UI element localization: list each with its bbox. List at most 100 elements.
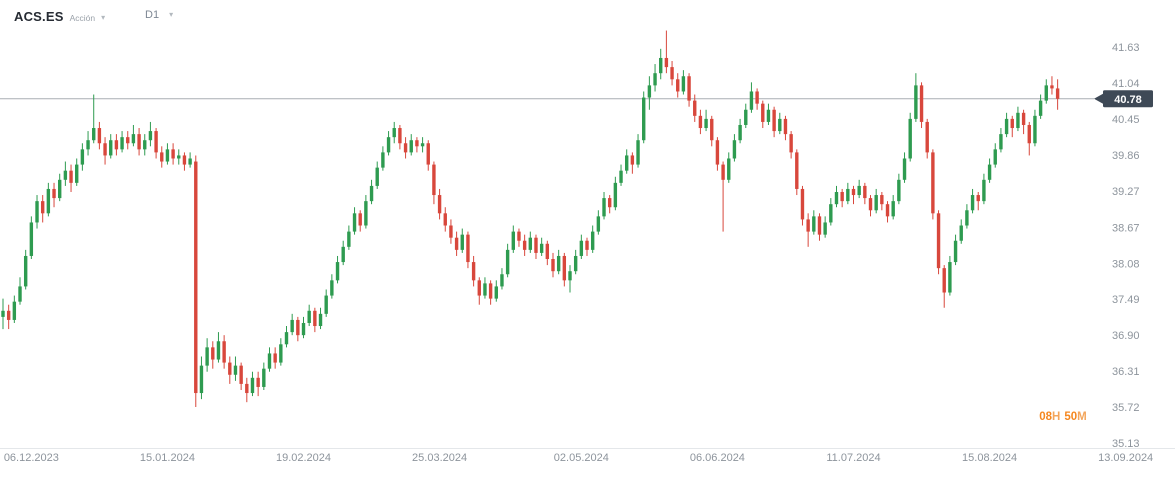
- candle-body: [936, 213, 941, 269]
- candle-body: [659, 57, 663, 74]
- candle-body: [539, 243, 544, 253]
- candle-body: [647, 85, 652, 98]
- candle-body: [409, 140, 413, 153]
- candle-body: [1, 310, 5, 317]
- time-axis-label: 06.06.2024: [690, 452, 745, 464]
- candle-body: [545, 243, 550, 260]
- price-axis-label: 36.31: [1112, 366, 1140, 378]
- candle-body: [103, 143, 107, 156]
- candle-body: [143, 140, 147, 150]
- symbol-name: ACS.ES: [14, 9, 64, 24]
- candle-body: [710, 118, 714, 141]
- price-axis-label: 35.13: [1112, 438, 1140, 450]
- candle-body: [959, 225, 963, 241]
- price-axis-label: 37.49: [1112, 294, 1140, 306]
- time-axis-label: 11.07.2024: [826, 452, 880, 464]
- candle-body: [58, 179, 62, 199]
- candle-body: [109, 140, 113, 156]
- candle-body: [228, 362, 232, 375]
- candle-body: [1010, 118, 1014, 129]
- candle-body: [216, 341, 221, 360]
- candle-body: [194, 161, 198, 394]
- candle-body: [415, 140, 419, 147]
- price-axis-label: 38.08: [1112, 258, 1140, 270]
- candle-body: [335, 262, 340, 281]
- price-axis-label: 40.45: [1112, 114, 1140, 126]
- candle-body: [630, 155, 635, 165]
- candle-body: [908, 118, 912, 159]
- candle-body: [352, 213, 357, 232]
- price-axis[interactable]: 41.63 41.04 40.45 39.86 39.27 38.67 38.08 37.49…: [1112, 42, 1140, 450]
- candle-body: [222, 341, 226, 363]
- candle-body: [256, 377, 260, 387]
- countdown-minutes: 50: [1064, 411, 1078, 423]
- candle-body: [494, 286, 498, 299]
- candle-body: [233, 365, 238, 375]
- candle-body: [273, 353, 277, 363]
- candle-body: [562, 255, 567, 281]
- symbol-selector[interactable]: ACS.ES Acción ▾: [14, 9, 105, 24]
- candle-body: [642, 97, 646, 141]
- time-axis-label: 06.12.2023: [4, 452, 59, 464]
- candle-body: [556, 255, 561, 272]
- price-axis-label: 41.04: [1112, 78, 1140, 90]
- candle-body: [426, 143, 430, 165]
- time-axis[interactable]: 06.12.2023 15.01.2024 19.02.2024 25.03.2024…: [4, 452, 1153, 464]
- candle-body: [789, 134, 793, 153]
- candle-body: [245, 383, 249, 394]
- candle-body: [1016, 112, 1020, 129]
- candle-body: [1044, 85, 1048, 101]
- price-tag-value: 40.78: [1114, 94, 1142, 106]
- candle-body: [568, 271, 572, 281]
- candle-body: [23, 255, 28, 287]
- candle-body: [528, 237, 533, 250]
- candle-body: [188, 158, 192, 165]
- time-axis-label: 15.01.2024: [140, 452, 195, 464]
- candle-body: [999, 134, 1003, 150]
- candle-body: [86, 140, 90, 150]
- candle-body: [721, 164, 725, 180]
- candle-body: [919, 85, 924, 122]
- candle-body: [52, 188, 56, 199]
- candle-body: [477, 280, 481, 296]
- candle-body: [114, 140, 119, 150]
- price-axis-label: 41.63: [1112, 42, 1140, 54]
- candle-body: [500, 274, 504, 287]
- candle-body: [279, 344, 283, 363]
- candle-body: [607, 198, 612, 208]
- candle-body: [437, 195, 442, 214]
- candle-body: [301, 322, 306, 336]
- candle-body: [976, 195, 980, 202]
- candle-body: [517, 231, 521, 241]
- candle-body: [199, 365, 204, 394]
- candle-body: [931, 152, 935, 214]
- candle-body: [97, 128, 102, 144]
- candle-body: [165, 149, 170, 162]
- candle-body: [18, 286, 22, 302]
- candle-body: [454, 237, 459, 250]
- timeframe-selector[interactable]: D1 ▾: [145, 9, 173, 21]
- candle-body: [205, 347, 209, 366]
- countdown-minutes-unit: M: [1077, 411, 1087, 423]
- candle-body: [177, 155, 181, 159]
- current-price-tag: 40.78: [1094, 90, 1153, 108]
- price-axis-label: 39.86: [1112, 150, 1140, 162]
- candle-body: [625, 155, 629, 171]
- candle-body: [284, 332, 289, 345]
- candle-body: [693, 100, 697, 116]
- candle-body: [381, 152, 385, 168]
- candle-body: [1038, 100, 1043, 116]
- candle-body: [817, 216, 822, 235]
- candle-body: [358, 213, 362, 226]
- candle-body: [307, 310, 311, 323]
- candle-body: [755, 91, 759, 104]
- candle-body: [341, 246, 345, 263]
- candle-body: [29, 222, 34, 256]
- candle-body: [12, 301, 17, 320]
- candle-body: [948, 262, 952, 293]
- candle-body: [834, 191, 839, 205]
- candle-body: [715, 140, 720, 165]
- candles-layer[interactable]: [1, 30, 1060, 408]
- timeframe-label: D1: [145, 9, 160, 21]
